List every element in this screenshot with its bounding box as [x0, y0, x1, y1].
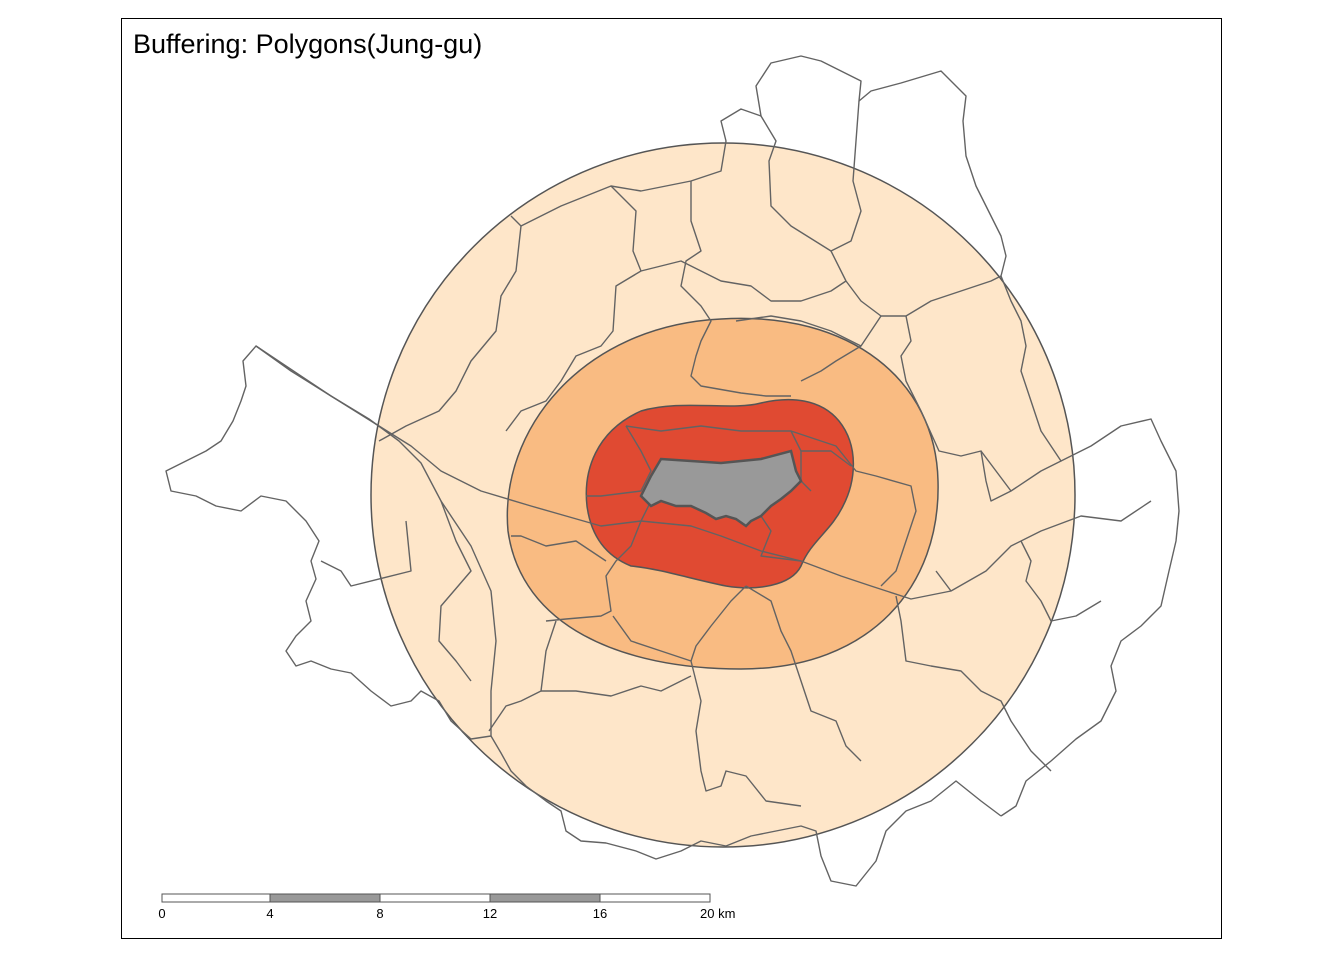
scale-bar-segment [269, 893, 381, 903]
scale-bar-label: 12 [483, 906, 497, 921]
scale-bar-label: 8 [376, 906, 383, 921]
scale-bar-segment [599, 893, 711, 903]
scale-bar-segment [379, 893, 491, 903]
map-frame: 0 4 8 12 16 20 km Buffering: Polygons(Ju… [121, 18, 1222, 939]
scale-bar-label: 16 [593, 906, 607, 921]
map-canvas[interactable]: 0 4 8 12 16 20 km [122, 19, 1222, 939]
scale-bar-segment [161, 893, 271, 903]
scale-bar-label: 0 [158, 906, 165, 921]
scale-bar-label: 20 km [700, 906, 735, 921]
jung-gu-polygon[interactable] [639, 449, 803, 528]
scale-bar-label: 4 [266, 906, 273, 921]
city-outline-south [490, 735, 1002, 887]
city-outline-west [165, 345, 497, 740]
scale-bar-segment [489, 893, 601, 903]
scale-bar: 0 4 8 12 16 20 km [158, 893, 735, 921]
district-boundaries [165, 55, 1180, 887]
city-outline-north [510, 55, 1180, 817]
map-title: Buffering: Polygons(Jung-gu) [133, 29, 483, 59]
